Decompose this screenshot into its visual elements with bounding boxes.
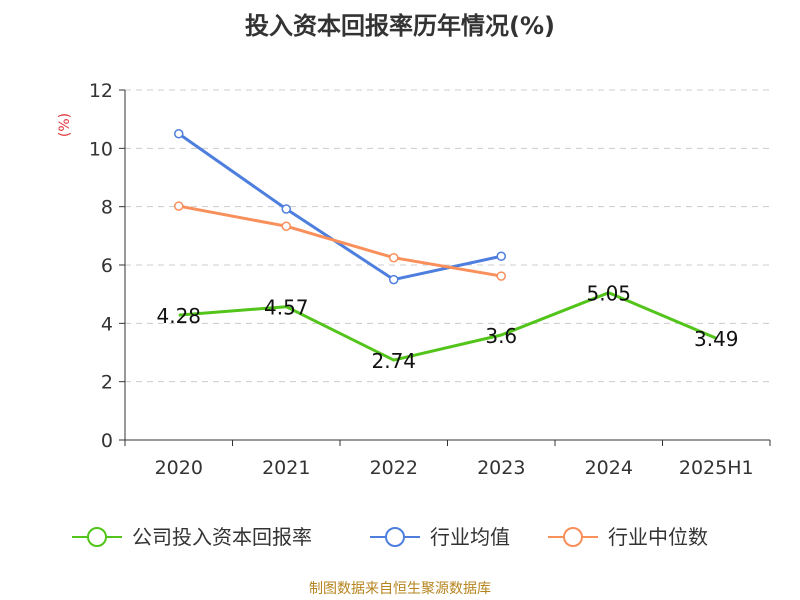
legend-marker-2 <box>563 527 583 547</box>
data-label: 3.49 <box>694 327 739 351</box>
y-tick-label: 10 <box>89 138 113 160</box>
data-label: 4.28 <box>156 304 201 328</box>
x-tick-label: 2020 <box>155 457 203 479</box>
y-tick-label: 0 <box>101 430 113 452</box>
legend-label-2: 行业中位数 <box>608 525 708 549</box>
data-label: 4.57 <box>264 296 309 320</box>
series-point-2 <box>281 221 291 231</box>
legend-label-1: 行业均值 <box>430 525 510 549</box>
series-line-0 <box>178 291 717 362</box>
chart-title: 投入资本回报率历年情况(%) <box>245 12 555 40</box>
series-point-1 <box>281 204 291 214</box>
y-tick-label: 4 <box>101 313 113 335</box>
series-point-1 <box>389 274 399 285</box>
y-tick-label: 6 <box>101 255 113 277</box>
y-tick-label: 2 <box>101 372 113 394</box>
series-line-2 <box>178 204 502 278</box>
series-point-2 <box>174 201 184 211</box>
y-tick-label: 12 <box>89 80 113 102</box>
series-point-2 <box>389 252 399 263</box>
x-tick-label: 2024 <box>585 457 633 479</box>
series-point-2 <box>496 271 506 281</box>
legend-marker-1 <box>385 527 405 547</box>
x-tick-label: 2023 <box>477 457 525 479</box>
y-tick-label: 8 <box>101 197 113 219</box>
data-label: 3.6 <box>485 324 517 348</box>
x-tick-label: 2021 <box>262 457 310 479</box>
data-label: 5.05 <box>586 282 631 306</box>
legend-label-0: 公司投入资本回报率 <box>132 525 312 549</box>
series-point-1 <box>174 129 184 139</box>
y-axis-label: (%) <box>57 113 73 137</box>
x-tick-label: 2022 <box>370 457 418 479</box>
x-tick-label: 2025H1 <box>679 457 754 479</box>
series-point-1 <box>496 251 506 261</box>
data-label: 2.74 <box>371 349 416 373</box>
legend-marker-0 <box>87 527 107 547</box>
data-source-note: 制图数据来自恒生聚源数据库 <box>309 581 491 597</box>
